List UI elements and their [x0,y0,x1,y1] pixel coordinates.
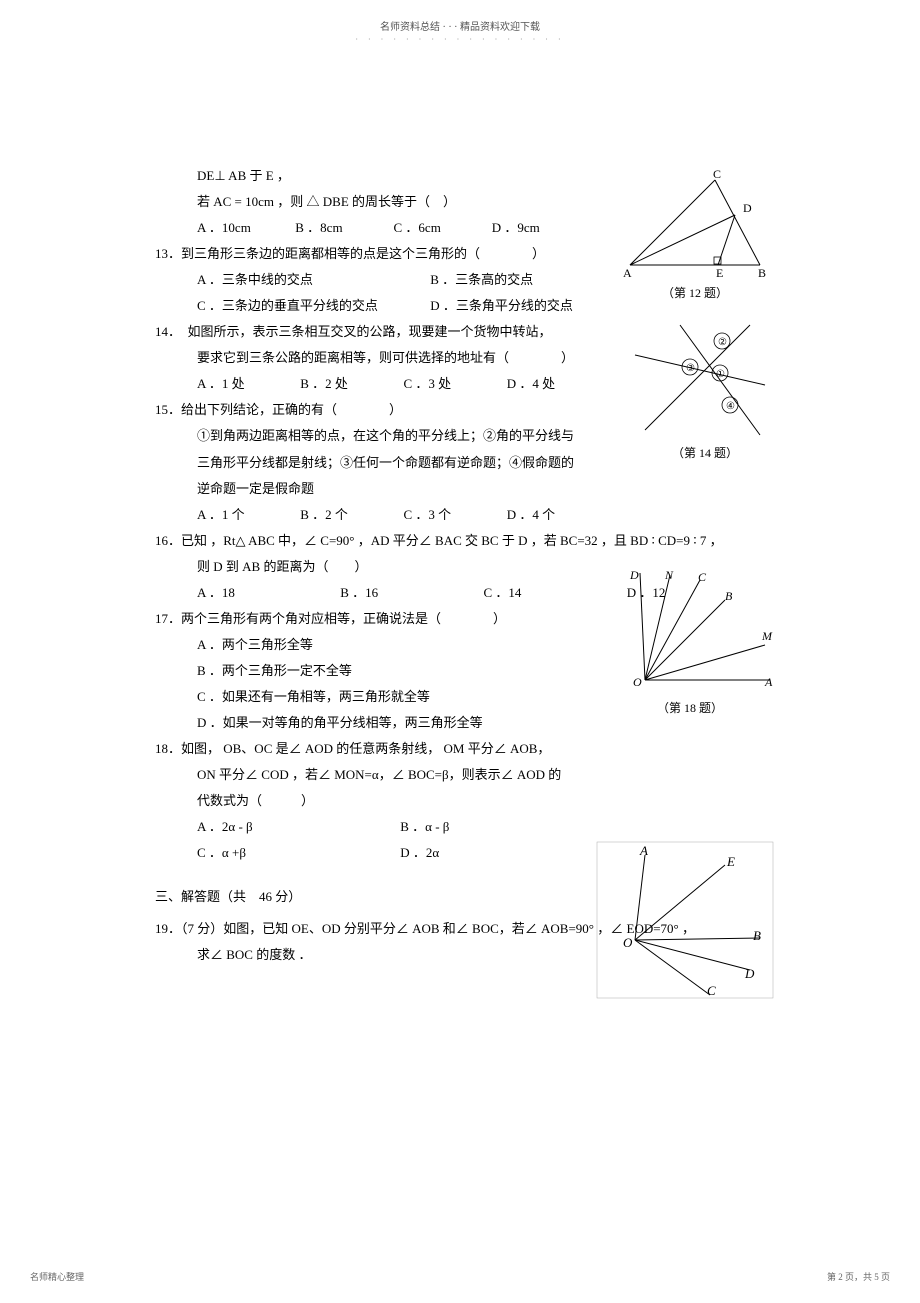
page-header: 名师资料总结 · · · 精品资料欢迎下载 [0,0,920,33]
label-n2: ② [718,337,727,348]
q15-line4: 逆命题一定是假命题 [155,477,765,501]
caption-q14: （第 14 题） [630,444,780,461]
label-e: E [716,266,723,280]
caption-q12: （第 12 题） [620,284,770,301]
label-b: B [758,266,766,280]
label-n4: ④ [726,401,735,412]
q15-opta: A ．1 个 [197,503,297,527]
footer-right: 第 2 页，共 5 页 [827,1270,890,1283]
q18-optb: B ．α - β [400,815,449,839]
q13-optb: B ．三条高的交点 [430,268,533,292]
label-d18: D [629,568,639,582]
header-dots: · · · · · · · · · · · · · · · · · [0,35,920,44]
label-n3: ③ [686,363,695,374]
q13-optd: D ．三条角平分线的交点 [430,294,573,318]
label-e19: E [726,854,735,869]
q18-line2: ON 平分∠ COD ，若∠ MON=α，∠ BOC=β，则表示∠ AOD 的 [155,763,765,787]
label-o19: O [623,935,633,950]
q16-opta: A ．18 [197,581,337,605]
q18-optc: C ．α +β [197,841,397,865]
label-b18: B [725,589,733,603]
q15-optb: B ．2 个 [300,503,400,527]
caption-q18: （第 18 题） [605,699,775,716]
q16-optb: B ．16 [340,581,480,605]
q12-optc: C ．6cm [394,216,489,240]
q16-text: 16．已知 ，Rt△ ABC 中，∠ C=90° ，AD 平分∠ BAC 交 B… [155,529,765,553]
label-b19: B [753,928,761,943]
q12-optd: D ．9cm [492,216,540,240]
label-a: A [623,266,632,280]
label-m18: M [761,629,773,643]
q18-optd: D ．2α [400,841,439,865]
q13-optc: C ．三条边的垂直平分线的交点 [197,294,427,318]
label-d19: D [744,966,755,981]
q16-optc: C ．14 [484,581,624,605]
label-c: C [713,170,721,181]
label-n1: ① [716,369,725,380]
q15-options: A ．1 个 B ．2 个 C ．3 个 D ．4 个 [155,503,765,527]
content-area: DE⊥ AB 于 E ， 若 AC = 10cm ，则 △ DBE 的周长等于（… [0,44,920,967]
q15-optd: D ．4 个 [507,503,555,527]
diagram-q14: ③ ② ① ④ （第 14 题） [630,320,780,460]
footer-left: 名师精心整理 [30,1270,84,1283]
q12-optb: B ．8cm [295,216,390,240]
label-c19: C [707,983,716,998]
q15-optc: C ．3 个 [404,503,504,527]
q12-opta: A ．10cm [197,216,292,240]
diagram-q19: A E O B D C [595,840,775,1000]
label-a19: A [639,843,648,858]
q18-line3: 代数式为（ ） [155,789,765,813]
label-c18: C [698,570,707,584]
q18-text: 18．如图， OB、OC 是∠ AOD 的任意两条射线， OM 平分∠ AOB， [155,737,765,761]
label-d: D [743,201,752,215]
q14-optd: D ．4 处 [507,372,555,396]
q14-optc: C ．3 处 [404,372,504,396]
label-o18: O [633,675,642,689]
q18-options1: A ．2α - β B ．α - β [155,815,765,839]
q14-opta: A ．1 处 [197,372,297,396]
diagram-q12: C D A E B （第 12 题） [620,170,770,300]
q13-opta: A ．三条中线的交点 [197,268,427,292]
label-n18: N [664,568,674,582]
q18-opta: A ．2α - β [197,815,397,839]
q14-optb: B ．2 处 [300,372,400,396]
label-a18: A [764,675,773,689]
diagram-q18: D N C B M O A （第 18 题） [605,565,775,715]
